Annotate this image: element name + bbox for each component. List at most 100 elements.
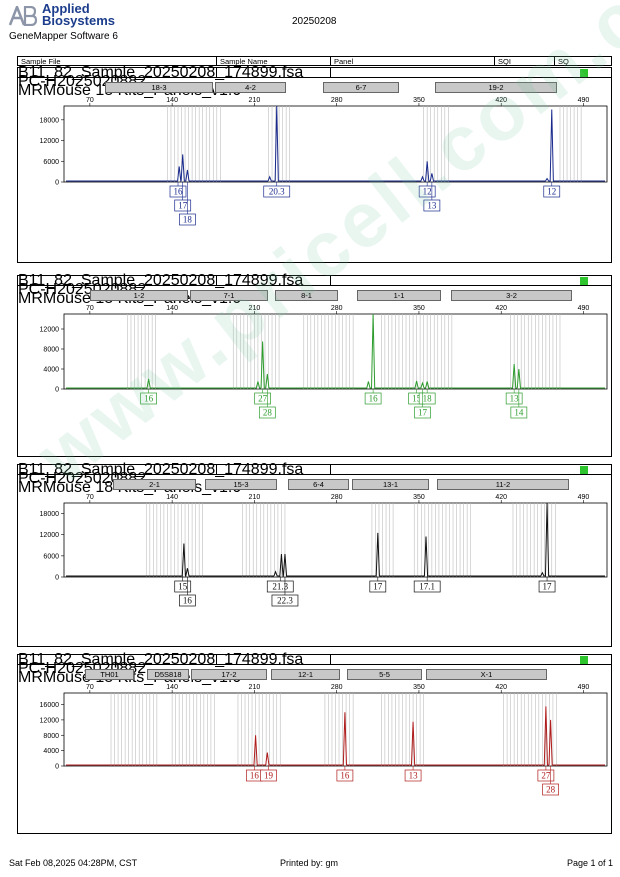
x-tick-label: 490 — [578, 305, 590, 312]
allele-call-label: 16 — [174, 187, 184, 197]
marker-label: 1-2 — [90, 290, 188, 301]
x-tick-label: 210 — [249, 684, 261, 691]
x-tick-label: 420 — [495, 494, 507, 501]
report-title: 20250208 — [292, 16, 337, 27]
col-divider — [330, 57, 331, 65]
marker-label: 2-1 — [113, 479, 196, 490]
allele-call-label: 17 — [418, 408, 428, 418]
allele-box — [260, 769, 277, 782]
allele-box — [414, 406, 431, 419]
allele-call-label: 18 — [423, 394, 433, 404]
sample-info-row: B11_82_Sample_20250208_174899.fsa PC-H202… — [18, 652, 611, 686]
x-tick-label: 420 — [495, 684, 507, 691]
allele-call-label: 15 — [412, 394, 422, 404]
y-tick-label: 8000 — [43, 347, 59, 354]
x-tick-label: 350 — [413, 97, 425, 104]
y-tick-label: 0 — [55, 180, 59, 187]
x-tick-label: 140 — [166, 494, 178, 501]
allele-call-label: 28 — [546, 785, 556, 795]
x-tick-label: 420 — [495, 97, 507, 104]
allele-box — [510, 406, 528, 419]
y-tick-label: 6000 — [43, 553, 59, 560]
allele-box — [369, 580, 387, 593]
plot-frame — [63, 502, 608, 578]
marker-label: 3-2 — [451, 290, 572, 301]
allele-box — [538, 580, 556, 593]
col-panel: Panel — [334, 57, 354, 66]
page-number: Page 1 of 1 — [567, 858, 614, 868]
marker-label: 13-1 — [352, 479, 429, 490]
y-tick-label: 12000 — [40, 327, 60, 334]
allele-box — [140, 392, 157, 405]
x-tick-label: 350 — [413, 684, 425, 691]
software-name: GeneMapper Software 6 — [9, 31, 118, 42]
info-divider — [216, 655, 217, 665]
allele-call-label: 13 — [427, 201, 437, 211]
allele-call-label: 21.3 — [272, 582, 288, 592]
allele-call-label: 17 — [543, 582, 553, 592]
allele-box — [542, 783, 559, 796]
brand-name: Applied Biosystems — [42, 1, 115, 27]
y-tick-label: 0 — [55, 575, 59, 582]
panel-4: B11_82_Sample_20250208_174899.fsa PC-H202… — [17, 652, 612, 834]
x-tick-label: 70 — [86, 97, 94, 104]
x-tick-label: 490 — [578, 684, 590, 691]
y-tick-label: 12000 — [40, 717, 60, 724]
allele-call-label: 17 — [373, 582, 383, 592]
marker-label: 8-1 — [275, 290, 338, 301]
allele-box — [505, 392, 523, 405]
info-divider — [330, 655, 331, 665]
allele-call-label: 16 — [144, 394, 154, 404]
allele-call-label: 16 — [369, 394, 379, 404]
electropherogram-plot: 70 140 210 280 350 420 490 0 4000 8000 12000 16 27 28… — [40, 305, 608, 419]
x-tick-label: 140 — [166, 97, 178, 104]
x-tick-label: 280 — [331, 305, 343, 312]
col-sample-file: Sample File — [21, 57, 61, 66]
allele-box — [413, 580, 441, 593]
y-tick-label: 18000 — [40, 511, 60, 518]
x-tick-label: 70 — [86, 684, 94, 691]
allele-box — [254, 392, 271, 405]
printed-by: Printed by: gm — [280, 858, 339, 868]
allele-call-label: 14 — [514, 408, 524, 418]
sample-file-value: B11_82_Sample_20250208_174899.fsa — [18, 64, 304, 81]
allele-call-label: 17.1 — [419, 582, 435, 592]
marker-label: 1-1 — [357, 290, 441, 301]
brand-line1: Applied — [42, 1, 90, 16]
x-tick-label: 350 — [413, 305, 425, 312]
y-tick-label: 18000 — [40, 117, 60, 124]
allele-box — [174, 580, 192, 593]
y-tick-label: 12000 — [40, 138, 60, 145]
allele-box — [258, 406, 276, 419]
col-sample-name: Sample Name — [220, 57, 268, 66]
y-tick-label: 4000 — [43, 748, 59, 755]
allele-box — [336, 769, 354, 782]
x-tick-label: 490 — [578, 494, 590, 501]
allele-call-label: 16 — [183, 596, 193, 606]
allele-box — [418, 185, 436, 198]
allele-call-label: 19 — [264, 771, 274, 781]
allele-box — [423, 199, 441, 212]
y-tick-label: 4000 — [43, 367, 59, 374]
allele-call-label: 17 — [178, 201, 188, 211]
info-divider — [330, 68, 331, 78]
allele-box — [418, 392, 436, 405]
x-tick-label: 420 — [495, 305, 507, 312]
marker-label: 18-3 — [105, 82, 213, 93]
sizing-quality-indicator — [580, 277, 588, 285]
sizing-quality-indicator — [580, 69, 588, 77]
x-tick-label: 70 — [86, 305, 94, 312]
allele-call-label: 18 — [183, 215, 193, 225]
marker-label: TH01 — [85, 669, 134, 680]
allele-call-label: 16 — [340, 771, 350, 781]
electropherogram-plot: 70 140 210 280 350 420 490 0 6000 12000 18000 16 17 1… — [40, 97, 608, 226]
allele-box — [266, 580, 294, 593]
allele-box — [537, 769, 555, 782]
info-divider — [216, 465, 217, 475]
marker-label: 4-2 — [215, 82, 286, 93]
allele-call-label: 12 — [423, 187, 432, 197]
plot-frame — [63, 105, 608, 183]
y-tick-label: 16000 — [40, 702, 60, 709]
allele-box — [364, 392, 382, 405]
col-divider — [494, 57, 495, 65]
